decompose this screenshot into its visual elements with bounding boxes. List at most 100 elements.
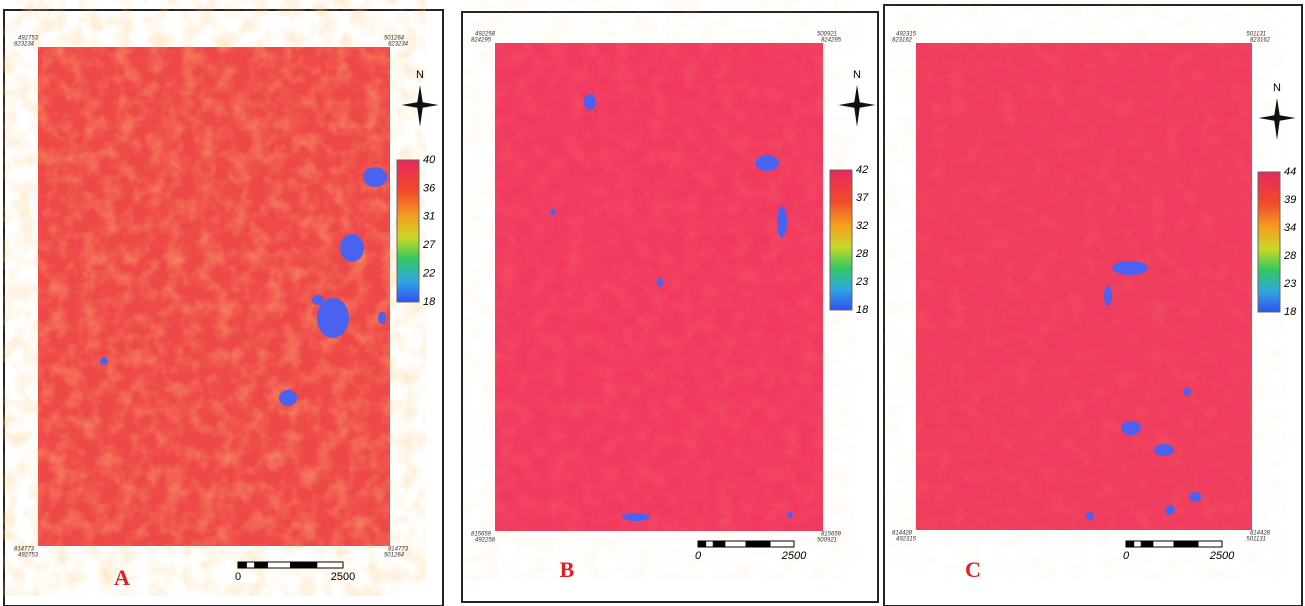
cool-patch [1121,421,1141,435]
scale-bar-segment [237,561,247,569]
scale-bar-segment [712,540,726,548]
scale-bar-segment [1152,540,1175,548]
scale-bar-segment [245,561,256,569]
legend-tick: 34 [1284,222,1296,234]
legend-tick: 18 [856,304,869,316]
map-panel: 4923158231625011318231628144284923158144… [883,4,1303,606]
legend-ramp [1257,171,1281,313]
scale-bar-segment [1173,540,1199,548]
coord-label: 823234 [14,42,35,48]
coord-label: 824295 [471,38,492,44]
legend-ramp [396,159,420,303]
legend-tick: 31 [423,211,435,223]
scale-bar-segment [1197,540,1223,548]
coord-label: 824295 [821,38,842,44]
cool-patch [1189,492,1201,502]
cool-patch [317,298,349,338]
scale-label: 2500 [781,550,807,562]
cool-patch [622,513,650,521]
coord-label: 501264 [384,36,405,42]
cool-patch [312,295,324,305]
legend-tick: 44 [1284,166,1296,178]
cool-patch [584,94,596,110]
map-panel: 4922588242955009218242958156594922588156… [461,11,879,603]
cool-patch [1086,512,1094,520]
scale-bar-segment [724,540,747,548]
north-arrow [1256,95,1298,143]
cool-patch [279,390,297,406]
coord-label: 492753 [18,36,39,42]
cool-patch [1154,444,1174,456]
panel-label: A [114,565,130,590]
legend-tick: 40 [423,154,436,166]
cool-patch [363,167,387,187]
scale-bar-segment [705,540,714,548]
north-arrow [836,82,878,130]
legend-tick: 32 [856,220,868,232]
cool-patch [1183,388,1191,396]
legend-tick: 22 [422,268,435,280]
north-label: N [416,69,424,81]
legend-tick: 28 [855,248,869,260]
coord-label: 823162 [892,38,913,44]
scale-label: 2500 [1209,550,1235,562]
legend-tick: 42 [856,164,868,176]
coord-label: 492258 [475,32,496,38]
north-label: N [853,69,861,81]
scale-bar-segment [254,561,268,569]
cool-patch [1112,261,1148,275]
cool-patch [1165,505,1175,515]
north-arrow [399,82,441,130]
coord-label: 501131 [1246,32,1266,38]
scale-bar-segment [290,561,318,569]
coord-label: 814773 [388,547,409,553]
panel-label: C [965,557,981,582]
coord-label: 814428 [1250,531,1271,537]
scale-bar-segment [266,561,291,569]
cool-patch [378,312,386,324]
cool-patch [755,155,779,171]
legend-tick: 18 [423,296,436,308]
coord-label: 492315 [896,537,917,543]
cool-patch [777,206,787,238]
coord-label: 492258 [475,538,496,544]
legend-tick: 18 [1284,306,1297,318]
scale-bar-segment [745,540,771,548]
scale-label: 2500 [331,571,355,583]
scale-label: 0 [695,550,702,562]
coord-label: 815659 [821,532,842,538]
scale-bar-segment [1140,540,1154,548]
coord-label: 501264 [384,553,405,559]
coord-label: 823162 [1250,38,1271,44]
legend-tick: 23 [855,276,869,288]
north-label: N [1273,82,1281,94]
legend-tick: 28 [1283,250,1297,262]
legend-tick: 39 [1284,194,1296,206]
coord-label: 814428 [892,531,913,537]
raster-texture [495,43,823,531]
legend-tick: 27 [422,239,436,251]
coord-label: 501131 [1246,537,1266,543]
scale-bar-segment [1125,540,1135,548]
scale-label: 0 [1123,550,1130,562]
coord-label: 823234 [388,42,409,48]
scale-bar-segment [1133,540,1142,548]
scale-bar-segment [316,561,344,569]
raster-texture [916,43,1252,530]
cool-patch [657,277,663,287]
coord-label: 815659 [471,532,492,538]
legend-ramp [829,169,853,311]
panel-label: B [560,557,575,582]
cool-patch [550,209,556,215]
coord-label: 492315 [896,32,917,38]
coord-label: 814773 [14,547,35,553]
scale-bar-segment [769,540,795,548]
cool-patch [787,512,793,518]
coord-label: 492753 [18,553,39,559]
raster-texture [38,47,390,546]
scale-label: 0 [235,571,241,583]
cool-patch [1104,286,1112,306]
scale-bar-segment [697,540,707,548]
legend-tick: 23 [1283,278,1297,290]
